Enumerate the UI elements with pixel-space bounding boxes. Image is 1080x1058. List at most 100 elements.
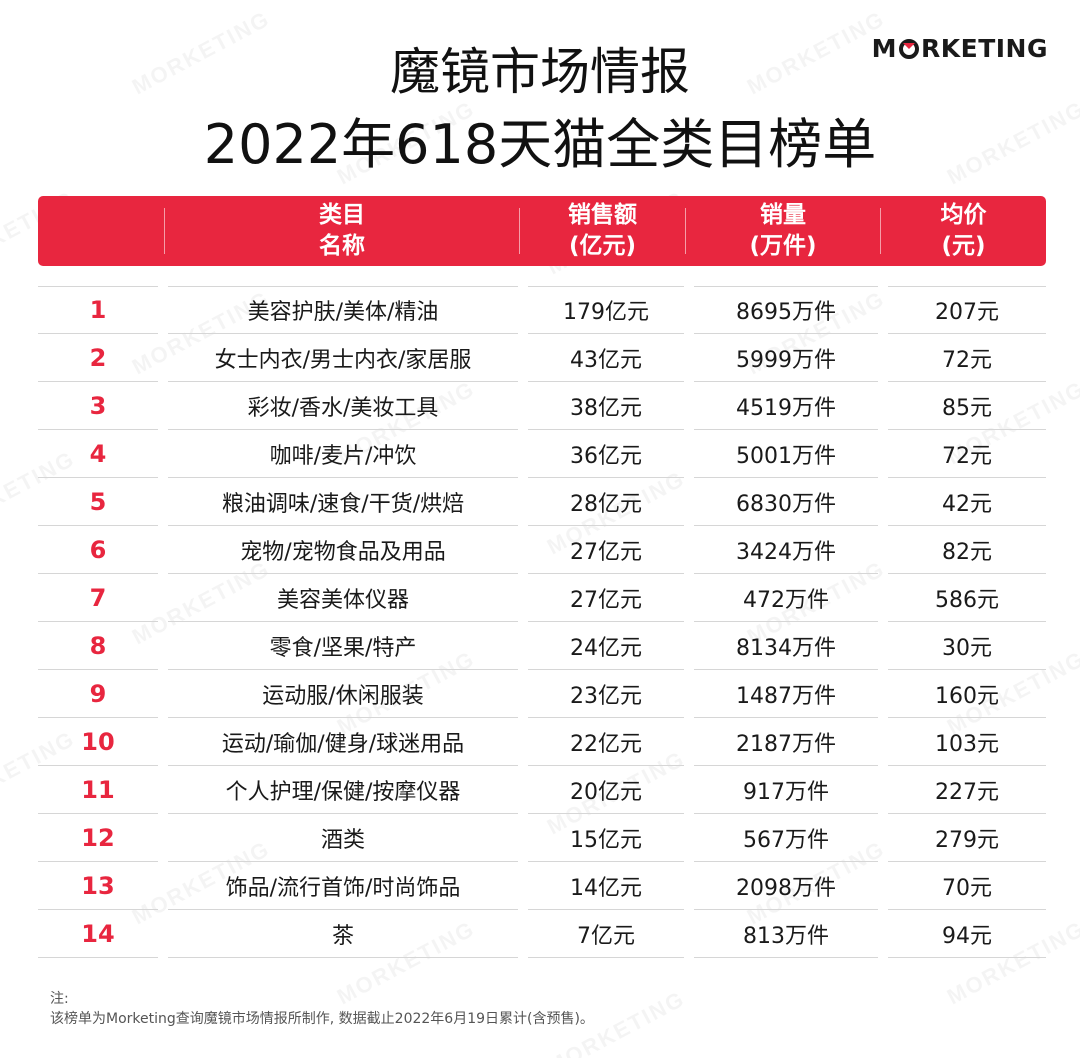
volume-cell: 1487万件 [736,684,836,709]
header-volume-line1: 销量 [760,202,806,228]
avg-price-cell: 279元 [935,828,999,853]
volume-cell: 3424万件 [736,540,836,565]
category-cell: 粮油调味/速食/干货/烘焙 [221,492,465,517]
volume-cell: 5001万件 [736,444,836,469]
table-row: 12 酒类 15亿元 567万件 279元 [38,814,1046,862]
rank-cell: 11 [81,776,115,804]
logo-letters-rest: RKETING [921,34,1048,63]
table-row: 3 彩妆/香水/美妆工具 38亿元 4519万件 85元 [38,382,1046,430]
header-category-line2: 名称 [319,233,365,259]
volume-cell: 2098万件 [736,876,836,901]
table-row: 5 粮油调味/速食/干货/烘焙 28亿元 6830万件 42元 [38,478,1046,526]
volume-cell: 5999万件 [736,348,836,373]
ranking-table: 1 美容护肤/美体/精油 179亿元 8695万件 207元 2 女士内衣/男士内衣/家居服… [38,286,1046,958]
rank-cell: 3 [89,392,107,420]
rank-cell: 14 [81,920,115,948]
row-rule [694,909,878,910]
row-rule [694,333,878,334]
row-rule [888,333,1046,334]
row-rule [888,909,1046,910]
category-cell: 美容美体仪器 [276,588,409,613]
row-rule [888,573,1046,574]
rank-cell: 13 [81,872,115,900]
avg-price-cell: 70元 [942,876,992,901]
row-rule [694,621,878,622]
volume-cell: 472万件 [743,588,829,613]
avg-price-cell: 85元 [942,396,992,421]
header-divider [685,208,686,254]
row-rule [694,669,878,670]
rank-cell: 5 [89,488,107,516]
table-row: 2 女士内衣/男士内衣/家居服 43亿元 5999万件 72元 [38,334,1046,382]
row-rule [528,621,684,622]
avg-price-cell: 72元 [942,444,992,469]
row-rule [528,765,684,766]
avg-price-cell: 82元 [942,540,992,565]
row-rule [888,621,1046,622]
row-rule [168,621,518,622]
row-rule [168,717,518,718]
row-rule [528,717,684,718]
category-cell: 美容护肤/美体/精油 [247,300,439,325]
row-rule [168,573,518,574]
volume-cell: 8134万件 [736,636,836,661]
footnote-text: 该榜单为Morketing查询魔镜市场情报所制作, 数据截止2022年6月19日… [50,1011,594,1027]
logo-o-mark-icon [899,39,919,59]
row-rule [38,381,158,382]
row-rule [38,477,158,478]
sales-cell: 27亿元 [570,540,642,565]
row-rule [528,429,684,430]
row-rule [694,765,878,766]
sales-cell: 38亿元 [570,396,642,421]
row-rule [528,333,684,334]
category-cell: 零食/坚果/特产 [269,636,417,661]
row-rule [888,765,1046,766]
row-rule [168,429,518,430]
rank-cell: 2 [89,344,107,372]
rank-cell: 8 [89,632,107,660]
sales-cell: 36亿元 [570,444,642,469]
sales-cell: 23亿元 [570,684,642,709]
row-rule [168,957,518,958]
row-rule [168,909,518,910]
header-sales-line1: 销售额 [568,202,637,228]
rank-cell: 4 [89,440,107,468]
sales-cell: 22亿元 [570,732,642,757]
row-rule [528,909,684,910]
category-cell: 彩妆/香水/美妆工具 [247,396,439,421]
page-title: 魔镜市场情报 [390,43,690,101]
avg-price-cell: 42元 [942,492,992,517]
avg-price-cell: 103元 [935,732,999,757]
row-rule [38,957,158,958]
header-divider [164,208,165,254]
row-rule [38,765,158,766]
row-rule [38,429,158,430]
sales-cell: 43亿元 [570,348,642,373]
row-rule [888,429,1046,430]
category-cell: 个人护理/保健/按摩仪器 [225,780,461,805]
row-rule [38,525,158,526]
category-cell: 运动服/休闲服装 [262,684,424,709]
header-divider [880,208,881,254]
row-rule [38,333,158,334]
sales-cell: 28亿元 [570,492,642,517]
row-rule [528,669,684,670]
category-cell: 酒类 [320,828,365,853]
table-row: 6 宠物/宠物食品及用品 27亿元 3424万件 82元 [38,526,1046,574]
table-row: 7 美容美体仪器 27亿元 472万件 586元 [38,574,1046,622]
row-rule [888,525,1046,526]
morketing-logo: M RKETING [872,34,1048,63]
category-cell: 宠物/宠物食品及用品 [240,540,446,565]
volume-cell: 2187万件 [736,732,836,757]
table-row: 13 饰品/流行首饰/时尚饰品 14亿元 2098万件 70元 [38,862,1046,910]
volume-cell: 6830万件 [736,492,836,517]
row-rule [694,861,878,862]
row-rule [38,909,158,910]
table-row: 1 美容护肤/美体/精油 179亿元 8695万件 207元 [38,286,1046,334]
rank-cell: 10 [81,728,115,756]
row-rule [168,477,518,478]
row-rule [38,621,158,622]
avg-price-cell: 94元 [942,924,992,949]
volume-cell: 8695万件 [736,300,836,325]
row-rule [888,957,1046,958]
